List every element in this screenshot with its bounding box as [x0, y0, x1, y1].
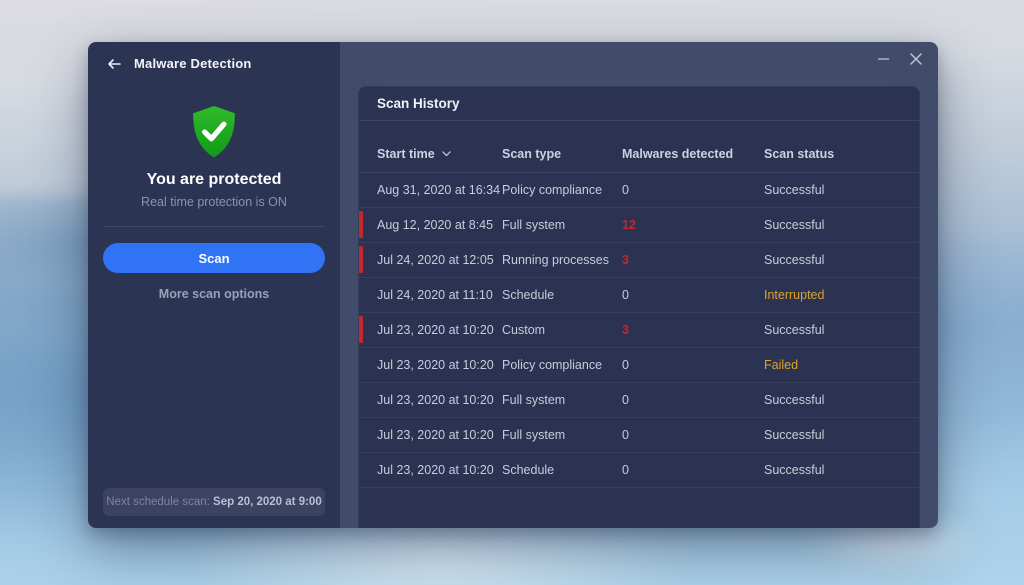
cell-malwares-detected: 3	[622, 323, 629, 337]
cell-start-time: Jul 23, 2020 at 10:20	[377, 393, 494, 407]
cell-start-time: Aug 12, 2020 at 8:45	[377, 218, 494, 232]
panel-header: Scan History	[359, 87, 919, 121]
scan-history-panel: Scan History Start time Scan type Malwar…	[358, 86, 920, 528]
cell-scan-status: Successful	[764, 463, 825, 477]
next-schedule-note: Next schedule scan: Sep 20, 2020 at 9:00	[103, 488, 325, 516]
cell-malwares-detected: 0	[622, 393, 629, 407]
protection-status-subline: Real time protection is ON	[141, 195, 287, 209]
next-schedule-label: Next schedule scan:	[106, 496, 214, 508]
cell-scan-status: Successful	[764, 428, 825, 442]
app-window: Malware Detection You are protected Real…	[88, 42, 938, 528]
threat-flag-bar	[359, 246, 363, 273]
cell-scan-type: Full system	[502, 393, 566, 407]
cell-scan-status: Successful	[764, 218, 825, 232]
cell-start-time: Jul 23, 2020 at 10:20	[377, 428, 494, 442]
main-area: Scan History Start time Scan type Malwar…	[340, 42, 938, 528]
cell-scan-status: Successful	[764, 323, 825, 337]
column-start-time[interactable]: Start time	[377, 147, 502, 161]
cell-malwares-detected: 0	[622, 183, 629, 197]
cell-scan-status: Successful	[764, 393, 825, 407]
shield-check-icon	[189, 105, 239, 159]
cell-start-time: Jul 23, 2020 at 10:20	[377, 358, 494, 372]
table-row[interactable]: Jul 23, 2020 at 10:20 Full system 0 Succ…	[359, 383, 919, 418]
sidebar: Malware Detection You are protected Real…	[88, 42, 340, 528]
more-scan-options-link[interactable]: More scan options	[158, 287, 270, 301]
cell-scan-type: Policy compliance	[502, 183, 603, 197]
cell-malwares-detected: 12	[622, 218, 636, 232]
cell-scan-type: Schedule	[502, 288, 555, 302]
scan-history-rows: Aug 31, 2020 at 16:34 Policy compliance …	[359, 173, 919, 488]
table-row[interactable]: Aug 31, 2020 at 16:34 Policy compliance …	[359, 173, 919, 208]
cell-malwares-detected: 0	[622, 358, 629, 372]
panel-title: Scan History	[377, 96, 460, 111]
cell-scan-type: Schedule	[502, 463, 555, 477]
minimize-button[interactable]	[873, 49, 893, 69]
threat-flag-bar	[359, 316, 363, 343]
cell-start-time: Jul 24, 2020 at 11:10	[377, 288, 493, 302]
column-start-time-label: Start time	[377, 147, 435, 161]
page-title: Malware Detection	[134, 56, 252, 71]
next-schedule-value: Sep 20, 2020 at 9:00	[213, 496, 322, 508]
cell-scan-type: Policy compliance	[502, 358, 603, 372]
table-row[interactable]: Jul 23, 2020 at 10:20 Schedule 0 Success…	[359, 453, 919, 488]
cell-scan-status: Successful	[764, 253, 825, 267]
table-row[interactable]: Jul 23, 2020 at 10:20 Full system 0 Succ…	[359, 418, 919, 453]
cell-scan-status: Failed	[764, 358, 799, 372]
threat-flag-bar	[359, 211, 363, 238]
cell-start-time: Aug 31, 2020 at 16:34	[377, 183, 501, 197]
cell-start-time: Jul 23, 2020 at 10:20	[377, 323, 494, 337]
cell-malwares-detected: 0	[622, 428, 629, 442]
cell-scan-type: Full system	[502, 218, 566, 232]
cell-scan-status: Successful	[764, 183, 825, 197]
table-header: Start time Scan type Malwares detected S…	[359, 121, 919, 173]
cell-scan-type: Custom	[502, 323, 546, 337]
scan-button[interactable]: Scan	[103, 243, 325, 273]
table-row[interactable]: Aug 12, 2020 at 8:45 Full system 12 Succ…	[359, 208, 919, 243]
column-malwares-detected[interactable]: Malwares detected	[622, 147, 734, 161]
back-arrow-icon[interactable]	[107, 57, 123, 71]
cell-malwares-detected: 3	[622, 253, 629, 267]
column-scan-status[interactable]: Scan status	[764, 147, 835, 161]
cell-start-time: Jul 24, 2020 at 12:05	[377, 253, 494, 267]
window-controls	[873, 49, 926, 69]
sidebar-header: Malware Detection	[107, 56, 252, 71]
protection-status-headline: You are protected	[146, 171, 282, 188]
cell-malwares-detected: 0	[622, 288, 629, 302]
column-scan-type[interactable]: Scan type	[502, 147, 562, 161]
sidebar-divider	[103, 226, 325, 227]
close-button[interactable]	[906, 49, 926, 69]
sort-chevron-down-icon	[441, 151, 451, 157]
cell-scan-type: Full system	[502, 428, 566, 442]
cell-malwares-detected: 0	[622, 463, 629, 477]
table-row[interactable]: Jul 24, 2020 at 12:05 Running processes …	[359, 243, 919, 278]
cell-scan-status: Interrupted	[764, 288, 825, 302]
table-row[interactable]: Jul 23, 2020 at 10:20 Custom 3 Successfu…	[359, 313, 919, 348]
cell-scan-type: Running processes	[502, 253, 610, 267]
table-row[interactable]: Jul 24, 2020 at 11:10 Schedule 0 Interru…	[359, 278, 919, 313]
table-row[interactable]: Jul 23, 2020 at 10:20 Policy compliance …	[359, 348, 919, 383]
cell-start-time: Jul 23, 2020 at 10:20	[377, 463, 494, 477]
